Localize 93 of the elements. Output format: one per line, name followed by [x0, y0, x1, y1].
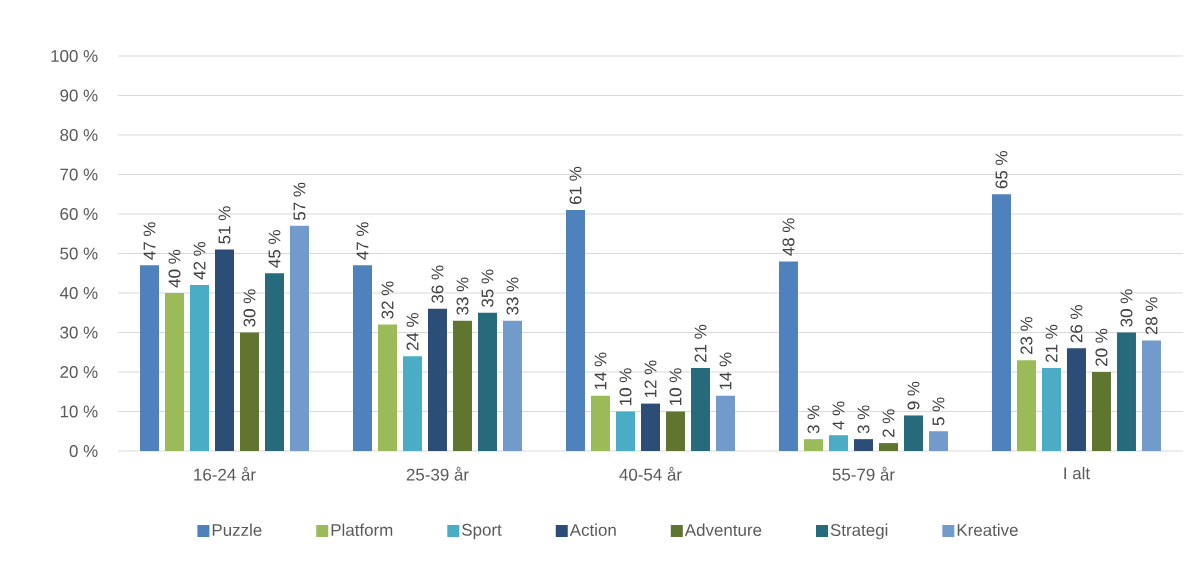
- bar: [665, 411, 685, 451]
- bar: [828, 435, 848, 451]
- bar: [615, 411, 635, 451]
- x-tick-label: I alt: [1064, 466, 1090, 480]
- data-label: 47 %: [356, 222, 369, 260]
- data-label: 45 %: [268, 230, 281, 268]
- y-tick-label: 70 %: [60, 168, 98, 181]
- bar: [503, 320, 522, 451]
- data-label: 21 %: [694, 324, 707, 362]
- data-label: 3 %: [807, 405, 820, 434]
- data-label: 65 %: [995, 151, 1008, 189]
- bar: [565, 210, 585, 451]
- bar: [878, 443, 898, 451]
- x-tick-label: 25-39 år: [406, 466, 469, 481]
- data-label: 47 %: [143, 222, 156, 260]
- bar: [1141, 340, 1161, 451]
- data-label: 33 %: [506, 277, 519, 315]
- data-label: 23 %: [1020, 316, 1033, 355]
- legend-label: Kreative: [957, 523, 1018, 537]
- bar: [1116, 332, 1136, 451]
- data-label: 32 %: [381, 281, 394, 319]
- bar: [477, 312, 497, 451]
- bar: [1041, 368, 1061, 451]
- data-label: 10 %: [619, 368, 632, 405]
- bar: [165, 293, 184, 451]
- data-label: 9 %: [907, 381, 920, 410]
- x-tick-label: 16-24 år: [194, 466, 256, 481]
- bar: [452, 320, 472, 451]
- legend-label: Puzzle: [212, 523, 262, 537]
- legend-label: Strategi: [830, 523, 888, 540]
- y-tick-label: 80 %: [60, 129, 98, 141]
- legend-label: Platform: [331, 523, 393, 537]
- bar: [1066, 348, 1086, 451]
- y-tick-label: 10 %: [60, 405, 98, 418]
- bar: [240, 332, 259, 451]
- data-label: 57 %: [293, 182, 306, 220]
- legend-label: Sport: [462, 523, 502, 540]
- bar: [903, 415, 923, 451]
- y-tick-label: 90 %: [60, 89, 98, 102]
- data-label: 5 %: [932, 397, 945, 426]
- data-label: 61 %: [569, 166, 582, 204]
- y-tick-label: 100 %: [51, 50, 98, 62]
- data-label: 42 %: [193, 241, 206, 280]
- bar: [377, 324, 397, 451]
- data-label: 4 %: [832, 401, 845, 430]
- bar: [215, 249, 234, 451]
- data-label: 14 %: [719, 352, 732, 390]
- y-tick-label: 0 %: [69, 445, 98, 457]
- bar: [853, 439, 873, 451]
- x-tick-label: 40-54 år: [619, 466, 682, 481]
- bar: [778, 261, 798, 451]
- data-label: 30 %: [243, 289, 256, 327]
- bar: [928, 431, 948, 451]
- data-label: 14 %: [594, 352, 607, 390]
- bar: [690, 368, 710, 451]
- data-label: 30 %: [1120, 289, 1133, 327]
- bar: [640, 403, 660, 451]
- data-label: 10 %: [669, 368, 682, 405]
- legend-label: Action: [569, 523, 616, 537]
- y-tick-label: 60 %: [60, 208, 98, 220]
- bar: [590, 395, 610, 451]
- bar: [427, 308, 447, 451]
- data-label: 21 %: [1045, 324, 1058, 362]
- data-label: 35 %: [481, 269, 494, 307]
- bar: [402, 356, 422, 451]
- data-label: 24 %: [406, 313, 419, 351]
- bar: [1091, 372, 1111, 451]
- bar: [803, 439, 823, 451]
- bar: [290, 225, 309, 451]
- data-label: 3 %: [857, 405, 870, 434]
- data-label: 26 %: [1070, 305, 1083, 343]
- bar: [991, 194, 1011, 451]
- data-label: 28 %: [1145, 297, 1158, 335]
- bar: [352, 265, 372, 451]
- bar: [190, 285, 209, 451]
- bar: [1016, 360, 1036, 451]
- data-label: 40 %: [168, 249, 181, 288]
- y-tick-label: 30 %: [60, 326, 98, 339]
- data-label: 36 %: [431, 265, 444, 303]
- y-tick-label: 20 %: [60, 366, 98, 378]
- data-label: 51 %: [218, 206, 231, 244]
- y-tick-label: 50 %: [60, 247, 98, 260]
- bar: [265, 273, 284, 451]
- data-label: 12 %: [644, 360, 657, 398]
- data-label: 33 %: [456, 277, 469, 315]
- data-label: 48 %: [782, 218, 795, 256]
- y-tick-label: 40 %: [59, 287, 98, 299]
- bar: [140, 265, 159, 451]
- x-tick-label: 55-79 år: [832, 466, 895, 481]
- data-label: 20 %: [1095, 328, 1108, 366]
- data-label: 2 %: [882, 409, 895, 438]
- bar: [715, 395, 735, 451]
- legend-label: Adventure: [684, 523, 762, 537]
